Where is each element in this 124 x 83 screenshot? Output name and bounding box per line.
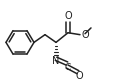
Text: O: O — [64, 11, 72, 21]
Text: O: O — [81, 30, 89, 40]
Text: C: C — [65, 63, 71, 72]
Text: O: O — [75, 71, 83, 81]
Text: N: N — [52, 56, 60, 66]
